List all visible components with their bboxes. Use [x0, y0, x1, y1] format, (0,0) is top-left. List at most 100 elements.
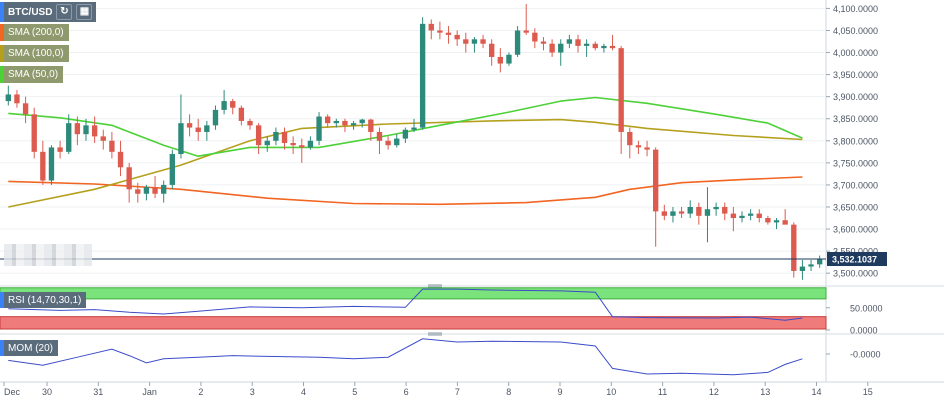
candle-body-89: [773, 220, 780, 223]
candle-body-53: [463, 39, 469, 44]
x-tick-label-7: 5: [352, 387, 357, 397]
candle-body-23: [204, 125, 210, 132]
y-tick-label-12: 3,500.0000: [833, 269, 878, 279]
rsi-panel: 50.0000 0.0000: [0, 287, 883, 336]
candle-body-40: [350, 123, 357, 126]
candle-body-77: [670, 211, 676, 216]
y-tick-label-6: 3,800.0000: [833, 136, 878, 146]
legend-sma-200[interactable]: SMA (200,0): [0, 24, 69, 41]
legend-sma-200-label: SMA (200,0): [8, 27, 64, 38]
y-tick-label-1: 4,050.0000: [833, 26, 878, 36]
legend-sma-50-label: SMA (50,0): [8, 69, 59, 80]
price-panel-bg: [0, 0, 826, 286]
symbol-selector[interactable]: BTC/USD ↻ ▦: [0, 2, 97, 22]
candle-body-70: [609, 45, 616, 49]
price-axis: 4,100.0000 4,050.0000 4,000.0000 3,950.0000…: [0, 4, 887, 279]
candle-body-59: [514, 30, 521, 55]
candle-body-91: [791, 224, 797, 271]
legend-sma-100-label: SMA (100,0): [8, 48, 64, 59]
candle-body-33: [290, 143, 296, 146]
x-tick-label-1: 30: [42, 387, 52, 397]
legend-sma-50[interactable]: SMA (50,0): [0, 66, 64, 83]
calendar-icon[interactable]: ▦: [76, 4, 93, 20]
candle-body-65: [566, 39, 573, 44]
candle-body-62: [540, 41, 547, 44]
candle-body-25: [221, 101, 227, 110]
candle-body-22: [195, 127, 201, 132]
y-tick-label-4: 3,900.0000: [833, 92, 878, 102]
candle-body-55: [480, 39, 486, 44]
candle-body-63: [549, 43, 555, 53]
last-price-label: 3,532.1037: [832, 255, 877, 265]
y-tick-label-10: 3,600.0000: [833, 225, 878, 235]
mom-indicator-label[interactable]: MOM (20): [0, 340, 58, 356]
candle-body-48: [419, 23, 426, 128]
rsi-oversold-zone: [0, 316, 827, 330]
candle-body-78: [678, 211, 685, 214]
candle-body-28: [247, 120, 253, 126]
candle-body-80: [696, 206, 702, 216]
rsi-tick-label-0: 50.0000: [850, 303, 883, 313]
x-tick-label-15: 13: [760, 387, 770, 397]
mom-tick-label-0: -0.0000: [850, 350, 881, 360]
rsi-indicator-label[interactable]: RSI (14,70,30,1): [0, 292, 87, 308]
candle-body-32: [281, 131, 288, 143]
candle-body-21: [186, 123, 193, 128]
candle-body-75: [653, 149, 659, 212]
candle-body-38: [333, 120, 339, 124]
x-tick-label-8: 6: [404, 387, 409, 397]
x-tick-label-11: 9: [557, 387, 562, 397]
candle-body-8: [74, 123, 81, 135]
y-tick-label-5: 3,850.0000: [833, 114, 878, 124]
candle-body-57: [497, 56, 503, 64]
candle-body-68: [592, 43, 598, 49]
x-tick-label-10: 8: [506, 387, 511, 397]
candle-body-83: [722, 206, 728, 214]
candle-body-69: [601, 45, 607, 49]
candle-body-9: [83, 125, 89, 135]
candle-body-71: [618, 48, 624, 132]
y-tick-label-7: 3,750.0000: [833, 158, 878, 168]
candle-body-94: [817, 259, 823, 265]
candle-body-51: [445, 32, 452, 35]
candle-body-44: [385, 140, 391, 146]
candle-body-20: [178, 123, 184, 155]
candle-body-46: [402, 129, 409, 139]
candle-body-10: [91, 125, 98, 137]
candle-body-6: [57, 147, 63, 152]
candle-body-0: [5, 94, 11, 102]
rsi-tick-label-1: 0.0000: [850, 326, 878, 336]
candle-body-58: [506, 54, 512, 64]
candle-body-74: [644, 147, 650, 150]
symbol-label: BTC/USD: [8, 6, 53, 18]
candle-body-12: [109, 140, 115, 152]
candle-body-19: [169, 154, 175, 185]
y-tick-label-0: 4,100.0000: [833, 4, 878, 14]
x-tick-label-12: 10: [606, 387, 616, 397]
y-tick-label-9: 3,650.0000: [833, 202, 878, 212]
candle-body-66: [575, 39, 581, 46]
candle-body-64: [558, 43, 564, 53]
x-tick-label-0: Dec: [4, 387, 21, 397]
legend-sma-100[interactable]: SMA (100,0): [0, 45, 69, 62]
candle-body-7: [66, 123, 72, 152]
candle-body-50: [437, 30, 443, 33]
candle-body-72: [627, 131, 633, 146]
candle-body-26: [230, 101, 236, 108]
candle-body-24: [212, 109, 219, 126]
candle-body-87: [756, 213, 762, 219]
x-tick-label-14: 12: [709, 387, 719, 397]
candle-body-84: [730, 213, 737, 219]
candle-body-27: [238, 107, 245, 121]
candle-body-18: [161, 184, 167, 194]
candle-body-15: [135, 189, 141, 194]
blurred-watermark: [4, 244, 92, 266]
candle-body-3: [31, 114, 37, 152]
x-tick-label-13: 11: [658, 387, 667, 397]
candle-body-73: [635, 145, 642, 148]
refresh-icon[interactable]: ↻: [56, 4, 73, 20]
candle-body-41: [359, 119, 365, 124]
candle-body-43: [376, 131, 383, 141]
x-tick-label-9: 7: [455, 387, 460, 397]
